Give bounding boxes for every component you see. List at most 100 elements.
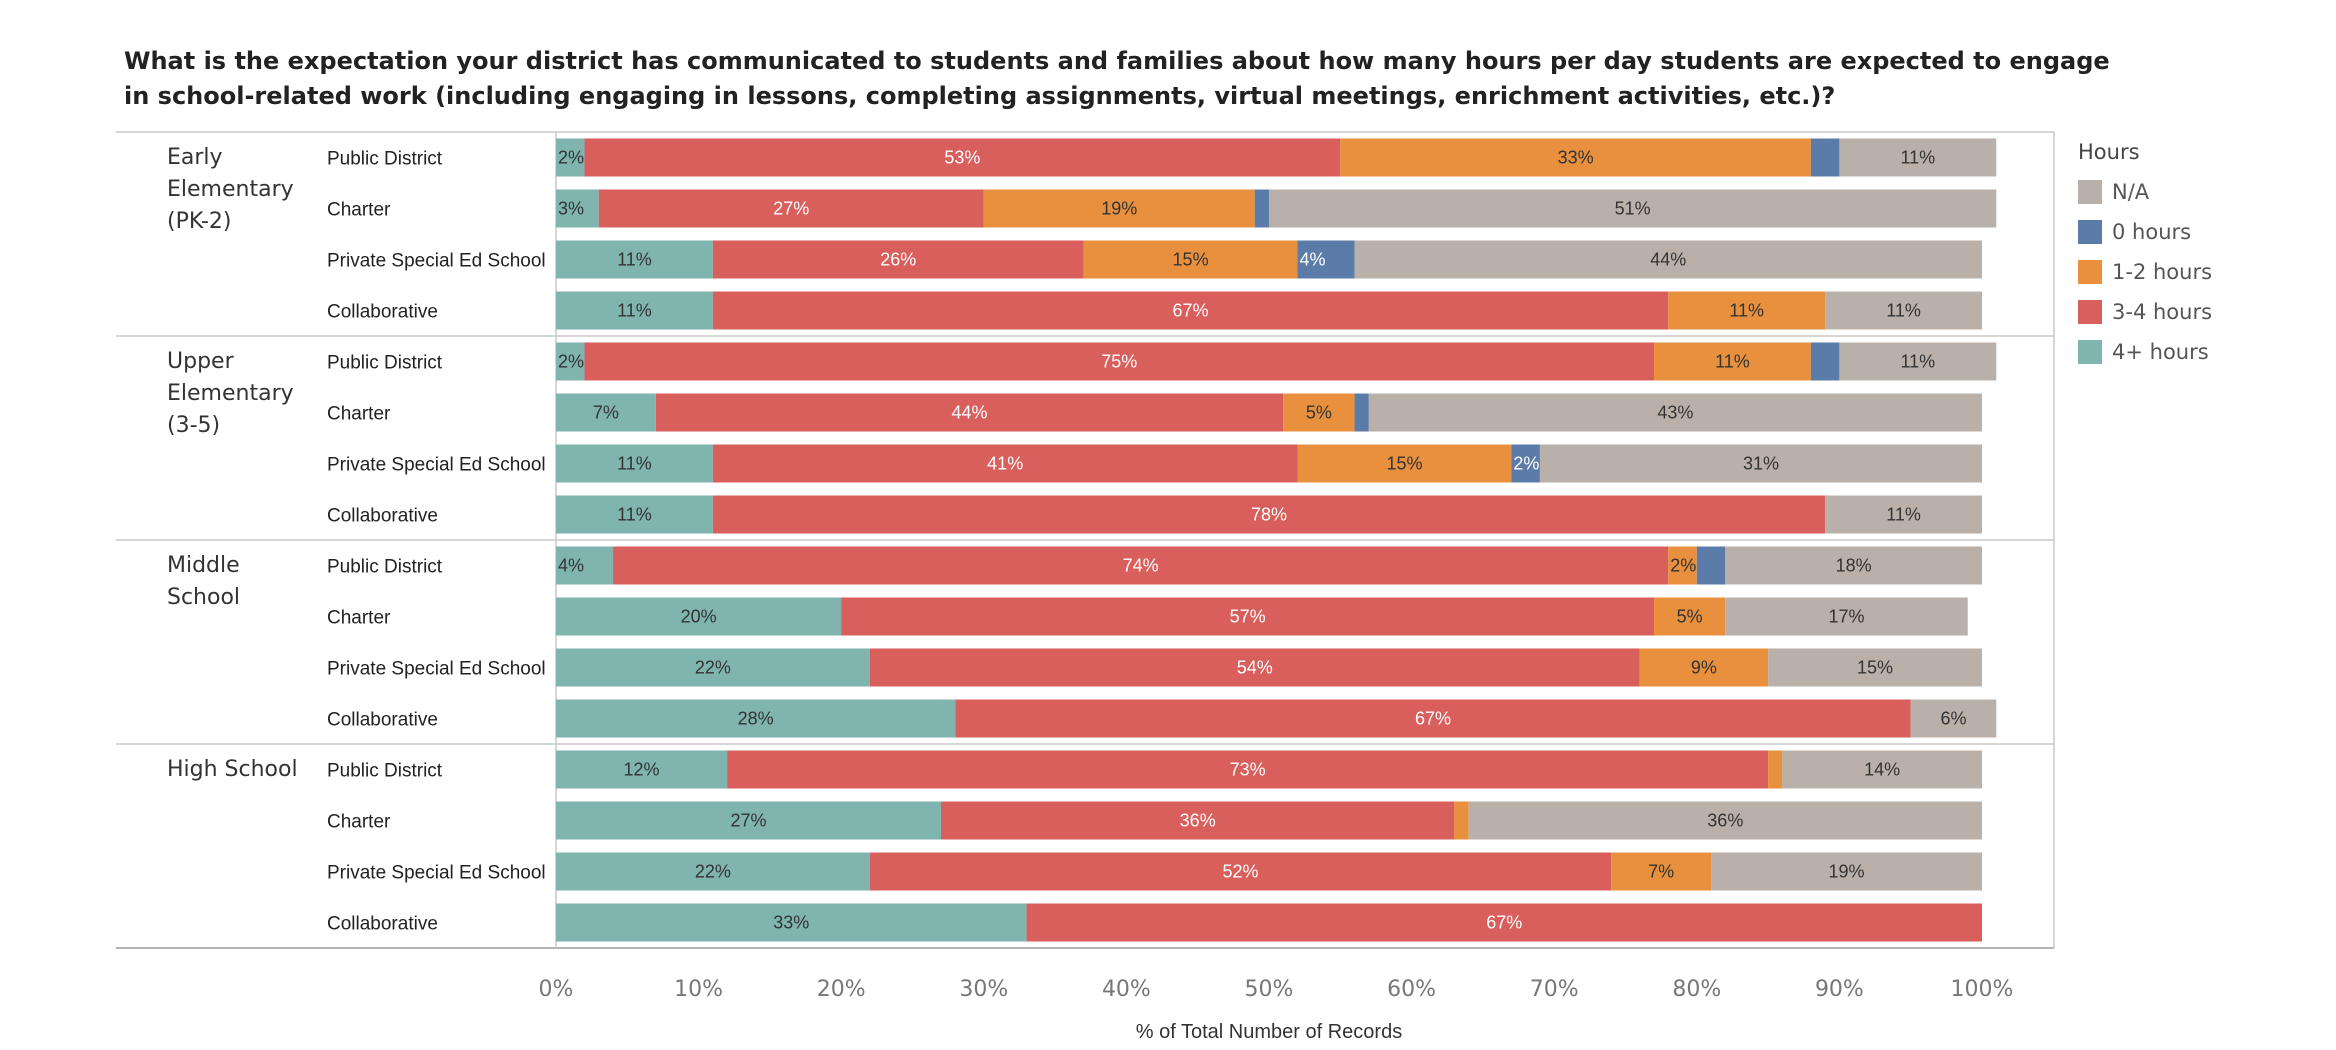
data-label: 4%	[558, 556, 584, 576]
bar-segment-4-hours	[556, 138, 585, 177]
data-label: 22%	[695, 862, 731, 882]
bar-segment-0-hours	[1810, 342, 1840, 381]
data-label: 36%	[1707, 811, 1743, 831]
x-tick-label: 60%	[1387, 977, 1436, 1002]
data-label: 67%	[1415, 709, 1451, 729]
bar-segment-3-4-hours	[841, 597, 1655, 636]
x-axis-label: % of Total Number of Records	[1136, 1021, 1402, 1043]
data-label: 53%	[944, 148, 980, 168]
data-label: 15%	[1173, 250, 1209, 270]
legend-item-na[interactable]: N/A	[2078, 172, 2212, 212]
x-tick-label: 80%	[1672, 977, 1721, 1002]
category-label: Private Special Ed School	[327, 455, 546, 476]
bar-segment-0-hours	[1254, 189, 1269, 228]
data-label: 11%	[1729, 301, 1764, 321]
bar-segment-4-hours	[556, 801, 942, 840]
bar-segment-n-a	[1825, 291, 1982, 330]
x-tick-label: 20%	[817, 977, 866, 1002]
category-label: Charter	[327, 200, 391, 221]
legend-swatch-3-4-hours	[2078, 300, 2102, 324]
data-label: 14%	[1864, 760, 1900, 780]
bar-segment-4-hours	[556, 648, 870, 687]
bar-segment-4-hours	[556, 189, 599, 228]
x-tick-label: 0%	[539, 977, 574, 1002]
bar-segment-n-a	[1368, 393, 1982, 432]
data-label: 67%	[1486, 913, 1522, 933]
data-label: 9%	[1691, 658, 1717, 678]
category-label: Private Special Ed School	[327, 251, 546, 272]
bar-segment-3-4-hours	[941, 801, 1455, 840]
bar-segment-4-hours	[556, 699, 956, 738]
data-label: 2%	[558, 352, 584, 372]
legend-item-4-plus-hours[interactable]: 4+ hours	[2078, 332, 2212, 372]
data-label: 22%	[695, 658, 731, 678]
data-label: 11%	[1715, 352, 1750, 372]
bar-segment-4-hours	[556, 852, 870, 891]
legend-item-1-2-hours[interactable]: 1-2 hours	[2078, 252, 2212, 292]
bar-segment-3-4-hours	[712, 495, 1826, 534]
data-label: 36%	[1180, 811, 1216, 831]
bar-segment-n-a	[1782, 750, 1982, 789]
bar-segment-n-a	[1910, 699, 1997, 738]
legend-title: Hours	[2078, 140, 2140, 164]
bar-segment-1-2-hours	[1283, 393, 1355, 432]
bar-segment-0-hours	[1297, 240, 1355, 279]
x-tick-label: 100%	[1951, 977, 2014, 1002]
data-label: 4%	[1300, 250, 1326, 270]
data-label: 2%	[558, 148, 584, 168]
bar-segment-n-a	[1839, 138, 1997, 177]
bar-segment-n-a	[1768, 648, 1982, 687]
legend-swatch-4-plus-hours	[2078, 340, 2102, 364]
data-label: 54%	[1237, 658, 1273, 678]
data-label: 11%	[1886, 505, 1921, 525]
data-label: 27%	[773, 199, 809, 219]
data-label: 17%	[1829, 607, 1865, 627]
bar-segment-n-a	[1711, 852, 1982, 891]
data-label: 51%	[1615, 199, 1651, 219]
data-label: 52%	[1222, 862, 1258, 882]
x-tick-label: 30%	[959, 977, 1008, 1002]
data-label: 19%	[1101, 199, 1137, 219]
x-tick-label: 50%	[1245, 977, 1294, 1002]
legend: Hours N/A 0 hours 1-2 hours 3-4 hours 4+…	[2078, 140, 2212, 372]
data-label: 19%	[1829, 862, 1865, 882]
bar-segment-4-hours	[556, 393, 656, 432]
data-label: 20%	[681, 607, 717, 627]
bar-segment-3-4-hours	[712, 291, 1669, 330]
category-label: Charter	[327, 608, 391, 629]
data-label: 33%	[1558, 148, 1594, 168]
bar-segment-1-2-hours	[1297, 444, 1512, 483]
data-label: 67%	[1173, 301, 1209, 321]
data-label: 33%	[773, 913, 809, 933]
bar-segment-n-a	[1468, 801, 1982, 840]
data-label: 2%	[1670, 556, 1696, 576]
category-label: Collaborative	[327, 506, 438, 527]
bar-segment-1-2-hours	[1654, 342, 1811, 381]
bar-segment-0-hours	[1810, 138, 1840, 177]
data-label: 57%	[1230, 607, 1266, 627]
bar-segment-n-a	[1825, 495, 1982, 534]
data-label: 18%	[1836, 556, 1872, 576]
data-label: 43%	[1657, 403, 1693, 423]
legend-item-0-hours[interactable]: 0 hours	[2078, 212, 2212, 252]
data-label: 11%	[617, 250, 652, 270]
bar-segment-1-2-hours	[1454, 801, 1469, 840]
group-label-upper-elementary-3-5: Upper Elementary (3-5)	[167, 349, 294, 438]
bar-segment-3-4-hours	[869, 852, 1612, 891]
bar-segment-n-a	[1839, 342, 1997, 381]
legend-item-3-4-hours[interactable]: 3-4 hours	[2078, 292, 2212, 332]
bar-segment-4-hours	[556, 750, 728, 789]
category-label: Public District	[327, 557, 443, 578]
bar-segment-n-a	[1354, 240, 1982, 279]
category-label: Collaborative	[327, 914, 438, 935]
bar-segment-3-4-hours	[655, 393, 1284, 432]
bar-segment-4-hours	[556, 444, 713, 483]
legend-label-4-plus-hours: 4+ hours	[2112, 340, 2209, 364]
bar-segment-3-4-hours	[869, 648, 1640, 687]
bar-segment-n-a	[1725, 546, 1982, 585]
data-label: 75%	[1101, 352, 1137, 372]
bar-segment-4-hours	[556, 240, 713, 279]
category-label: Public District	[327, 149, 443, 170]
category-label: Private Special Ed School	[327, 863, 546, 884]
group-label-middle-school: Middle School	[167, 553, 240, 610]
